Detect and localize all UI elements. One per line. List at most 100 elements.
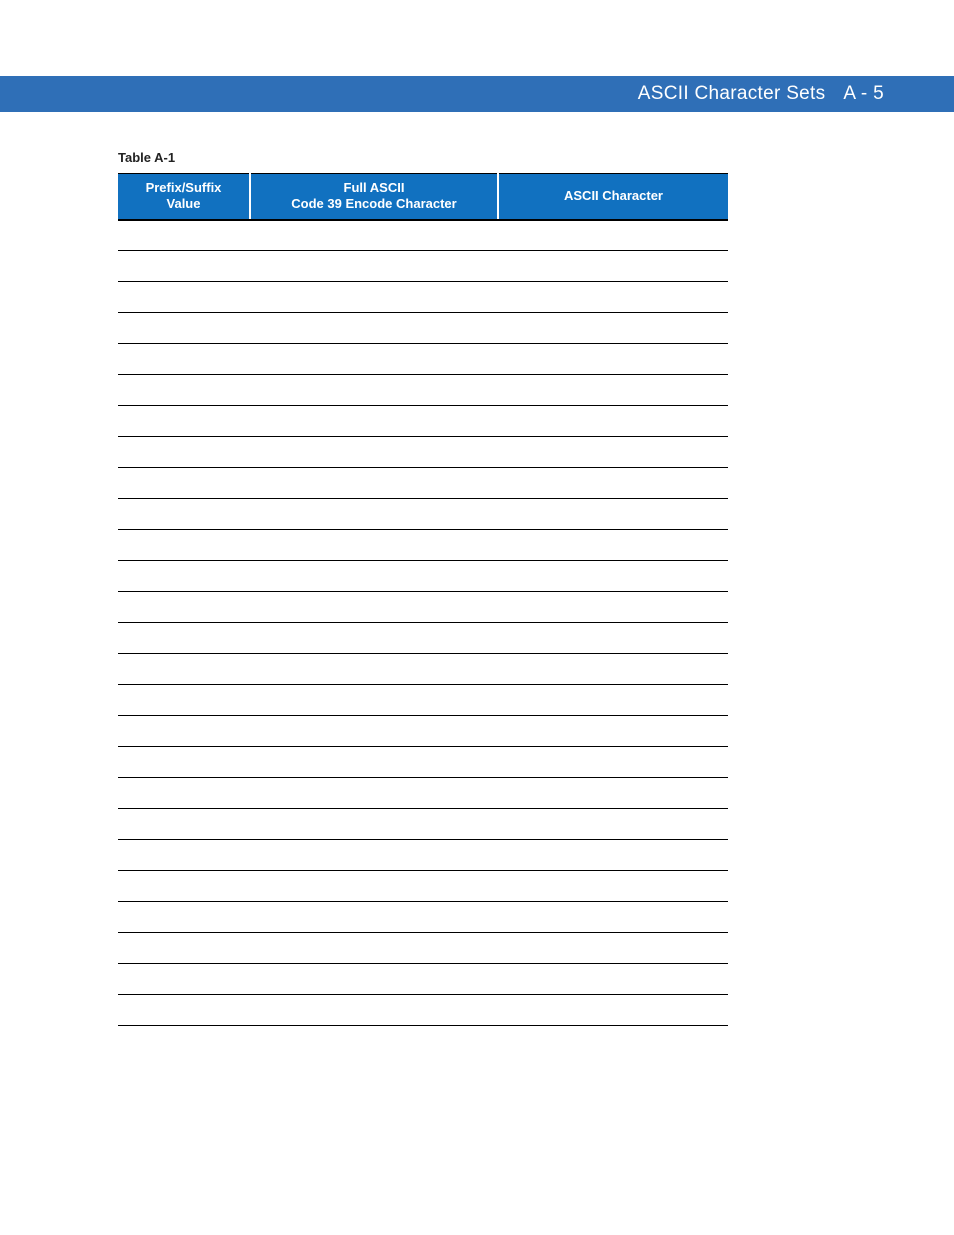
table-cell [118,375,250,406]
table-row [118,685,728,716]
table-cell [118,220,250,251]
table-cell [118,561,250,592]
table-cell [250,499,498,530]
table-row [118,499,728,530]
table-cell [250,840,498,871]
col-header-line1: Prefix/Suffix [146,180,222,195]
table-cell [498,313,728,344]
table-cell [118,251,250,282]
table-cell [498,778,728,809]
col-header-prefix-suffix: Prefix/Suffix Value [118,174,250,220]
table-cell [498,468,728,499]
table-cell [118,499,250,530]
table-cell [498,561,728,592]
table-cell [250,933,498,964]
table-row [118,716,728,747]
table-cell [250,468,498,499]
table-row [118,840,728,871]
table-row [118,747,728,778]
table-cell [498,809,728,840]
table-cell [250,592,498,623]
table-cell [498,375,728,406]
table-row [118,902,728,933]
table-cell [250,964,498,995]
table-cell [498,282,728,313]
table-row [118,375,728,406]
table-cell [118,840,250,871]
table-cell [118,592,250,623]
table-cell [250,530,498,561]
table-cell [118,995,250,1026]
table-cell [118,685,250,716]
table-cell [498,685,728,716]
col-header-full-ascii: Full ASCII Code 39 Encode Character [250,174,498,220]
table-row [118,778,728,809]
page-header-page-number: A - 5 [843,83,884,105]
table-row [118,809,728,840]
table-cell [498,499,728,530]
page: ASCII Character Sets A - 5 Table A-1 Pre… [0,0,954,1235]
table-cell [250,778,498,809]
table-cell [118,623,250,654]
table-cell [250,220,498,251]
col-header-line1: ASCII Character [564,188,663,203]
table-row [118,251,728,282]
table-cell [498,623,728,654]
table-cell [250,406,498,437]
table-cell [498,220,728,251]
table-body [118,220,728,1026]
table-row [118,871,728,902]
col-header-line1: Full ASCII [344,180,405,195]
table-cell [118,406,250,437]
table-cell [250,747,498,778]
table-row [118,468,728,499]
table-cell [250,344,498,375]
table-row [118,437,728,468]
table-row [118,995,728,1026]
table-cell [250,375,498,406]
table-cell [250,623,498,654]
table-cell [118,778,250,809]
table-cell [498,251,728,282]
table-cell [118,809,250,840]
table-row [118,282,728,313]
table-cell [118,437,250,468]
table-cell [498,530,728,561]
table-cell [118,313,250,344]
table-cell [498,995,728,1026]
table-cell [250,685,498,716]
col-header-line2: Code 39 Encode Character [291,196,456,211]
table-cell [250,809,498,840]
table-row [118,623,728,654]
table-cell [250,313,498,344]
table-cell [498,747,728,778]
table-row [118,530,728,561]
table-row [118,654,728,685]
content-area: Table A-1 Prefix/Suffix Value Full ASCII… [118,150,728,1026]
table-row [118,313,728,344]
table-cell [250,902,498,933]
table-cell [118,344,250,375]
table-row [118,344,728,375]
table-cell [118,468,250,499]
table-row [118,964,728,995]
table-row [118,406,728,437]
table-cell [250,282,498,313]
table-header-row: Prefix/Suffix Value Full ASCII Code 39 E… [118,174,728,220]
table-row [118,220,728,251]
table-row [118,933,728,964]
table-cell [498,840,728,871]
page-header-bar: ASCII Character Sets A - 5 [0,76,954,112]
ascii-table: Prefix/Suffix Value Full ASCII Code 39 E… [118,173,728,1026]
table-cell [118,530,250,561]
table-cell [498,964,728,995]
table-cell [498,344,728,375]
table-cell [498,902,728,933]
table-cell [118,654,250,685]
table-cell [498,406,728,437]
table-cell [250,995,498,1026]
table-cell [118,902,250,933]
table-cell [498,871,728,902]
table-cell [250,437,498,468]
table-cell [118,282,250,313]
